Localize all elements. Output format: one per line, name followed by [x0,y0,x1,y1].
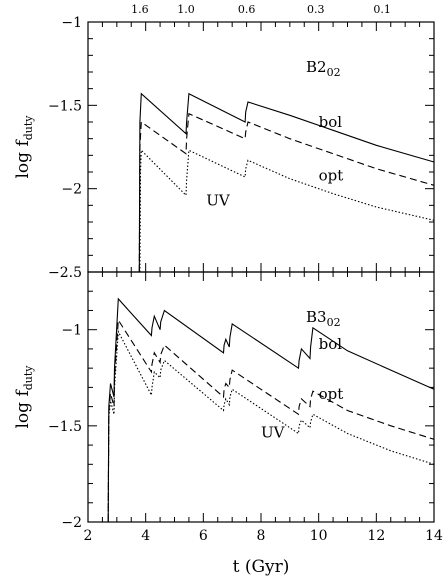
top-axis-tick-label: 1.0 [177,3,195,16]
y-axis-title-main: log f [13,389,33,429]
panel-label: B302 [306,308,341,329]
x-tick-label: 8 [257,528,266,544]
series-opt-line [138,112,435,273]
panel-label-main: B3 [306,308,327,326]
x-tick-label: 14 [425,528,443,544]
y-axis-title: log fduty [13,365,35,429]
series-opt-label: opt [319,166,344,184]
panel-label-subscript: 02 [327,66,341,79]
top-panel-ticks [87,21,435,273]
series-opt-label: opt [319,385,344,403]
top-axis-tick-label: 1.6 [131,3,149,16]
bottom-panel-labels: −2 −1.5 −1 2 4 6 8 10 12 14 bol opt UV B302 log fduty t… [13,308,443,577]
y-tick-label: −1 [61,323,82,339]
series-bol-line [138,92,435,273]
series-bol-line [107,297,435,523]
y-tick-label: −2.5 [48,265,82,281]
top-panel: −2.5 −2 −1.5 −1 1.6 1.0 0.6 0.3 0.1 bol opt UV B202 l… [13,3,435,281]
y-axis-title-subscript: duty [22,365,35,391]
top-axis-tick-label: 0.1 [373,3,391,16]
series-UV-label: UV [206,191,231,209]
top-axis-tick-label: 0.3 [307,3,325,16]
y-tick-label: −2 [61,515,82,531]
y-axis-title-subscript: duty [22,115,35,141]
panel-label-subscript: 02 [327,316,341,329]
x-tick-label: 12 [367,528,385,544]
y-axis-title-main: log f [13,139,33,179]
panel-label-main: B2 [306,58,327,76]
y-tick-label: −2 [61,182,82,198]
panel-label: B202 [306,58,341,79]
series-UV-label: UV [261,423,286,441]
x-tick-label: 10 [310,528,328,544]
y-tick-label: −1.5 [48,419,82,435]
series-UV-line [139,149,435,273]
bottom-panel-frame [87,271,435,523]
x-axis-title: t (Gyr) [233,557,290,577]
y-tick-label: −1.5 [48,98,82,114]
y-axis-title: log fduty [13,115,35,179]
series-bol-label: bol [319,335,343,353]
bottom-panel-ticks [87,271,435,523]
bottom-panel: −2 −1.5 −1 2 4 6 8 10 12 14 bol opt UV B302 log fduty t… [13,271,443,577]
top-panel-series [138,92,435,273]
x-tick-label: 6 [199,528,208,544]
x-tick-label: 2 [84,528,93,544]
series-bol-label: bol [319,113,343,131]
x-tick-label: 4 [141,528,150,544]
y-tick-label: −1 [61,15,82,31]
top-axis-tick-label: 0.6 [238,3,256,16]
bottom-panel-series [107,297,435,523]
series-opt-line [107,318,435,523]
top-panel-labels: −2.5 −2 −1.5 −1 1.6 1.0 0.6 0.3 0.1 bol opt UV B202 l… [13,3,391,281]
